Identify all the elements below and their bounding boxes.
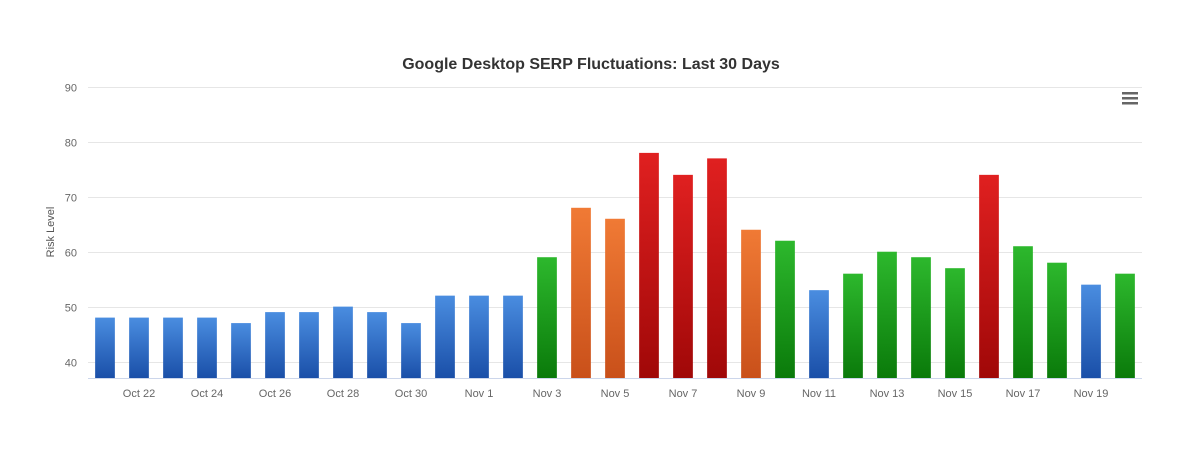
bar-nov-8 [707,158,727,378]
chart-title: Google Desktop SERP Fluctuations: Last 3… [402,56,780,73]
bar-nov-4 [571,207,591,378]
bar-nov-11 [809,290,829,378]
bar-nov-13 [877,251,897,378]
y-tick-label: 50 [65,303,77,315]
bar-nov-3 [537,257,557,378]
y-tick-label: 70 [65,193,77,205]
x-tick-label: Oct 28 [327,388,359,400]
x-tick-label: Nov 11 [802,388,836,400]
x-tick-label: Nov 1 [465,388,494,400]
bar-oct-23 [163,317,183,378]
x-tick-label: Nov 13 [870,388,905,400]
bar-nov-16 [979,174,999,378]
x-tick-label: Nov 7 [669,388,698,400]
bar-nov-5 [605,218,625,378]
x-tick-label: Nov 3 [533,388,562,400]
x-tick-label: Nov 15 [938,388,973,400]
y-axis-label: Risk Level [45,207,57,258]
bar-nov-10 [775,240,795,378]
bar-oct-21 [95,317,115,378]
bar-oct-26 [265,312,285,378]
y-tick-label: 40 [65,358,77,370]
bar-nov-7 [673,174,693,378]
x-tick-label: Nov 9 [737,388,766,400]
bar-nov-2 [503,295,523,378]
hamburger-menu-icon[interactable] [1118,87,1142,109]
bar-nov-18 [1047,262,1067,378]
x-axis-ticks: Oct 22 Oct 24 Oct 26 Oct 28 Oct 30 Nov 1 Nov 3… [123,388,1109,400]
x-tick-label: Oct 24 [191,388,223,400]
x-tick-label: Nov 17 [1006,388,1041,400]
bar-nov-20 [1115,273,1135,378]
bar-nov-6 [639,152,659,378]
bar-oct-30 [401,323,421,378]
bar-nov-15 [945,268,965,378]
y-tick-label: 80 [65,138,77,150]
bar-nov-14 [911,257,931,378]
x-tick-label: Oct 22 [123,388,155,400]
bar-oct-27 [299,312,319,378]
x-tick-label: Oct 26 [259,388,291,400]
bar-oct-29 [367,312,387,378]
bar-oct-31 [435,295,455,378]
bar-nov-1 [469,295,489,378]
bar-oct-25 [231,323,251,378]
y-tick-label: 90 [65,83,77,95]
x-tick-label: Nov 19 [1074,388,1109,400]
bar-nov-12 [843,273,863,378]
bar-oct-24 [197,317,217,378]
bars [95,152,1135,378]
x-tick-label: Oct 30 [395,388,427,400]
y-axis-ticks: 40 50 60 70 80 90 [65,83,77,370]
bar-oct-28 [333,306,353,378]
bar-nov-19 [1081,284,1101,378]
bar-nov-17 [1013,246,1033,378]
x-tick-label: Nov 5 [601,388,630,400]
bar-oct-22 [129,317,149,378]
y-tick-label: 60 [65,248,77,260]
bar-nov-9 [741,229,761,378]
